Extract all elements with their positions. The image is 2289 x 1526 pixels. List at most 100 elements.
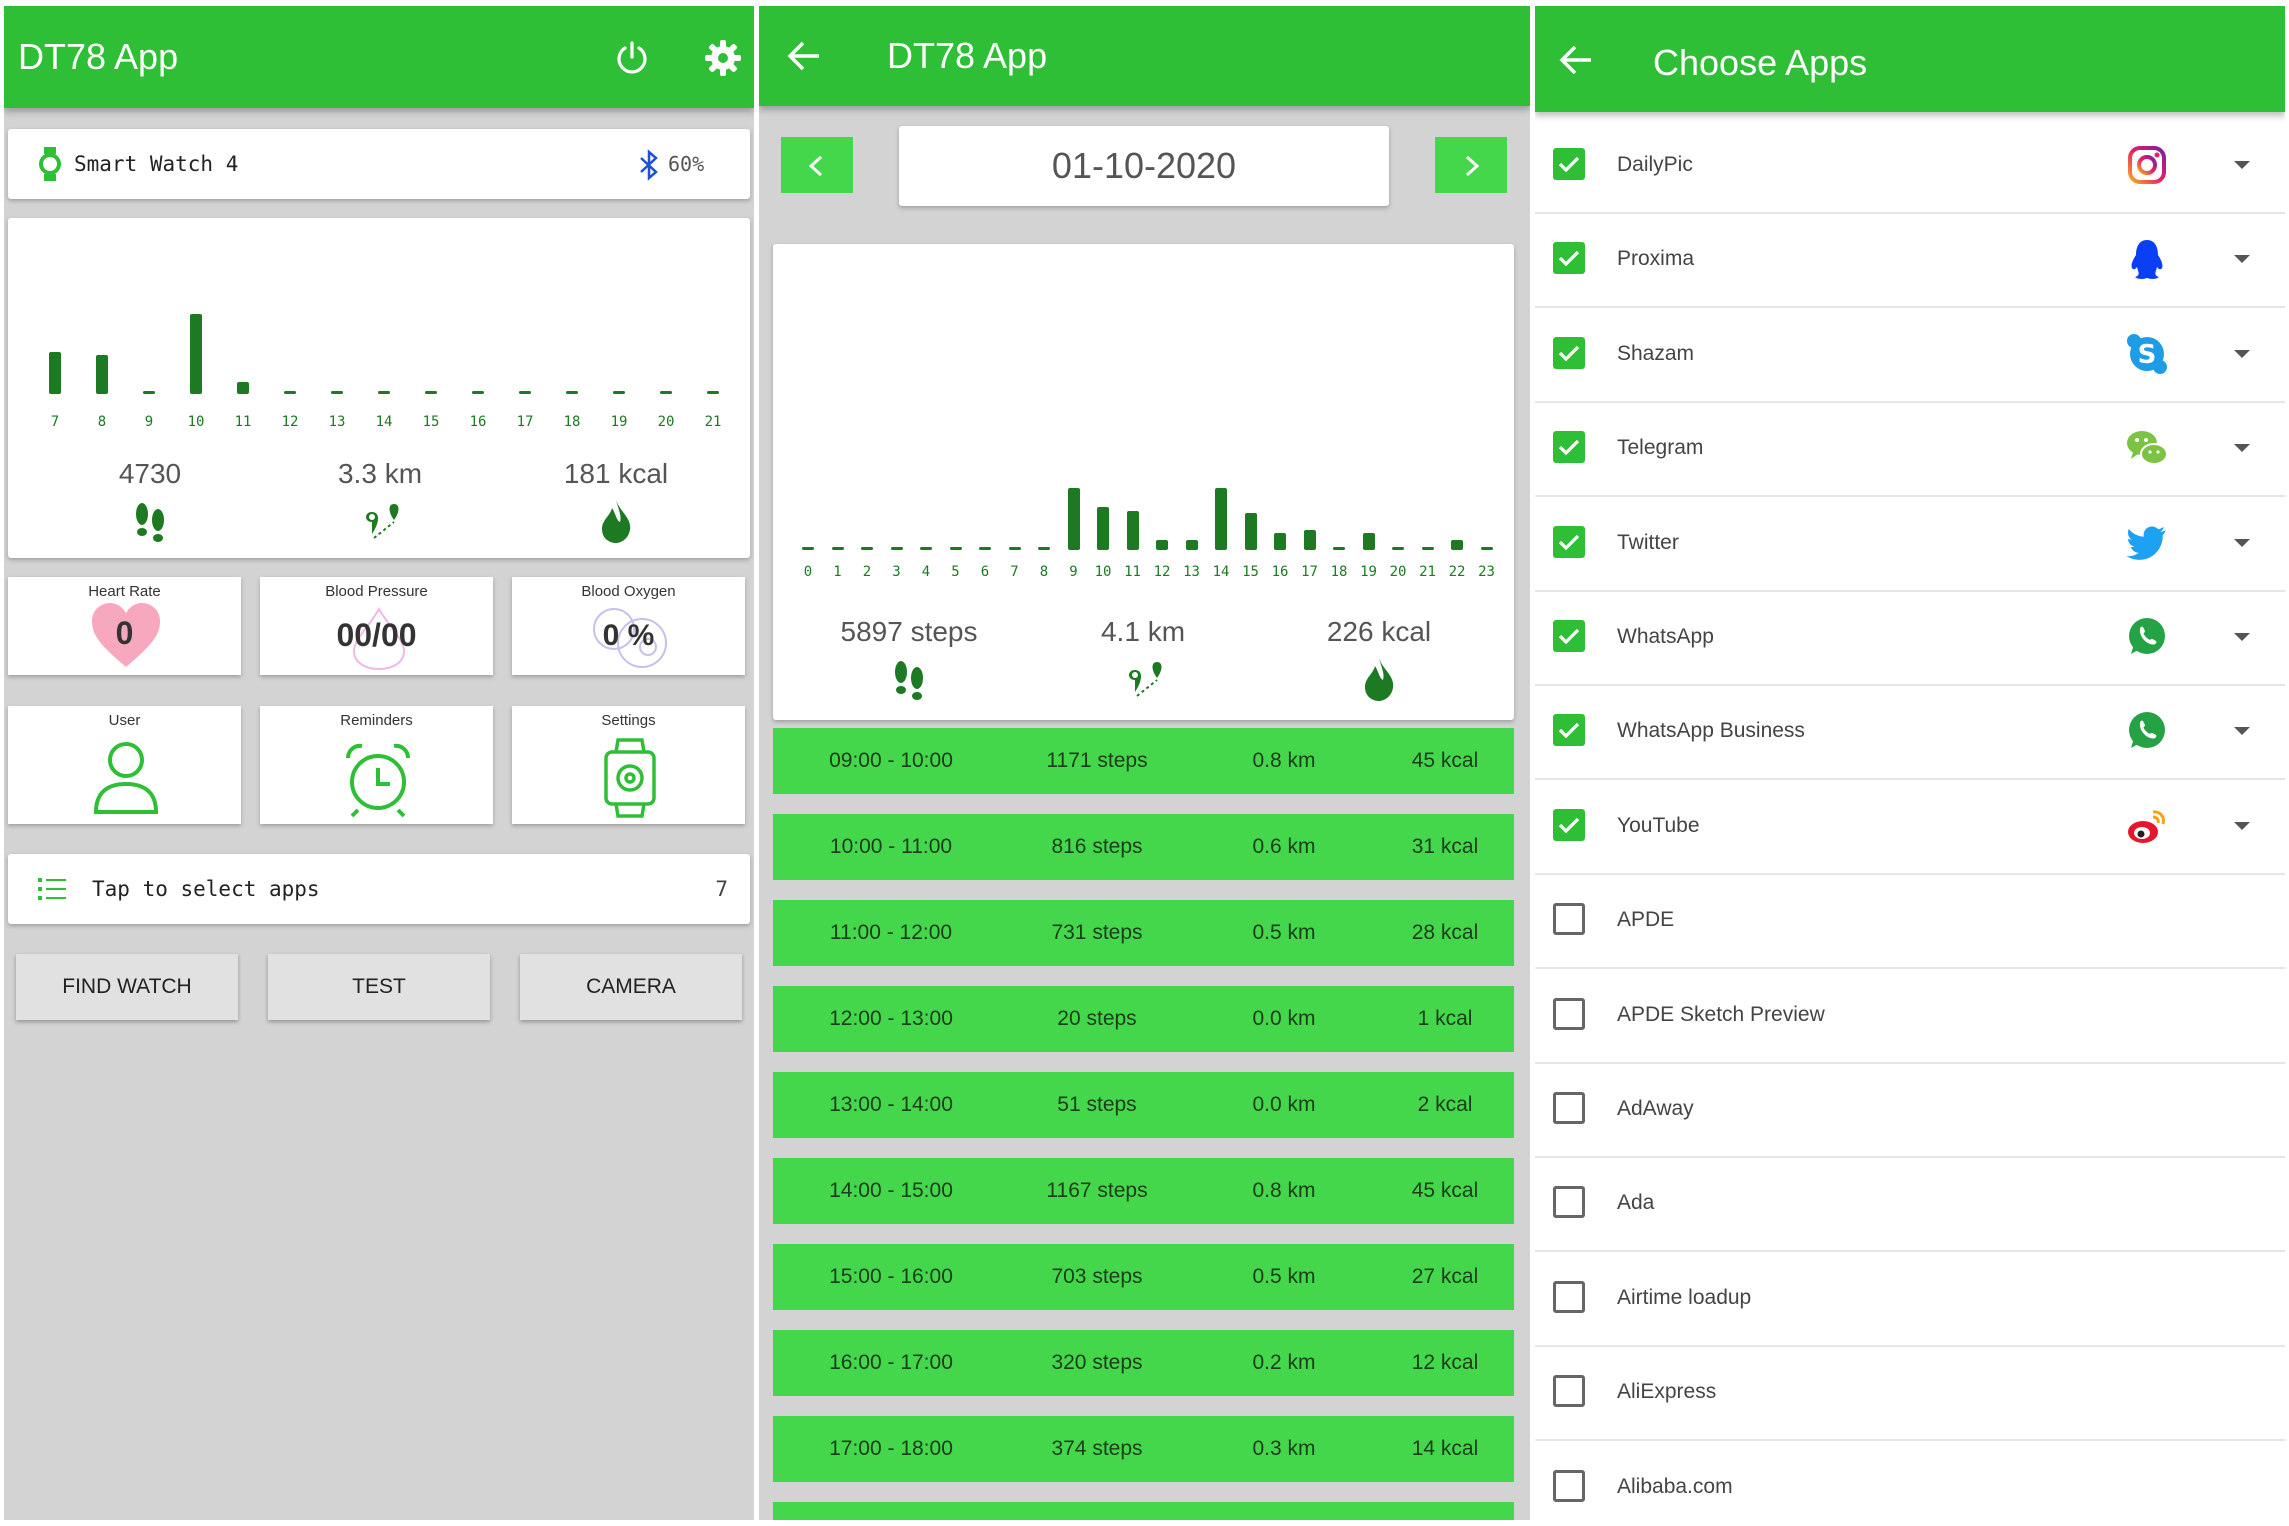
app-row[interactable]: APDE Sketch Preview	[1535, 968, 2285, 1064]
settings-tile[interactable]: Settings	[512, 706, 745, 824]
back-arrow-icon[interactable]	[787, 40, 821, 72]
dropdown-arrow-icon[interactable]	[2232, 347, 2252, 365]
hour-row[interactable]: 12:00 - 13:00 20 steps 0.0 km 1 kcal	[773, 986, 1514, 1052]
chart-bar	[519, 391, 531, 394]
hour-distance: 0.6 km	[1252, 835, 1316, 858]
app-row[interactable]: AliExpress	[1535, 1345, 2285, 1442]
dropdown-arrow-icon[interactable]	[2232, 158, 2252, 176]
heart-rate-tile[interactable]: Heart Rate 0	[8, 577, 241, 675]
checkbox-checked[interactable]	[1553, 431, 1585, 464]
hour-distance: 0.3 km	[1252, 1437, 1316, 1460]
next-day-button[interactable]	[1435, 137, 1507, 193]
tile-label: Reminders	[340, 712, 413, 729]
footsteps-icon	[895, 661, 923, 700]
checkbox-checked[interactable]	[1553, 525, 1585, 558]
chart-bar	[1421, 547, 1434, 550]
dropdown-arrow-icon[interactable]	[2232, 724, 2252, 742]
hour-steps: 1171 steps	[1046, 749, 1148, 772]
dropdown-arrow-icon[interactable]	[2232, 630, 2252, 648]
hourly-steps-chart: 7 8 9 10 11 12 13 14 15 16 17 18 19 20 21	[8, 218, 750, 448]
chart-bar	[920, 547, 932, 550]
x-tick-label: 9	[144, 414, 154, 430]
app-row[interactable]: Telegram	[1535, 401, 2285, 498]
hour-row[interactable]: 16:00 - 17:00 320 steps 0.2 km 12 kcal	[773, 1330, 1514, 1396]
hour-distance: 0.2 km	[1252, 1351, 1316, 1374]
checkbox-unchecked[interactable]	[1553, 1469, 1585, 1502]
app-row[interactable]: APDE	[1535, 873, 2285, 970]
chevron-right-icon	[1465, 155, 1480, 177]
app-row[interactable]: WhatsApp	[1535, 590, 2285, 686]
blood-pressure-value: 00/00	[336, 617, 417, 653]
select-apps-label: Tap to select apps	[92, 877, 320, 901]
checkbox-unchecked[interactable]	[1553, 1092, 1585, 1124]
hour-row[interactable]: 15:00 - 16:00 703 steps 0.5 km 27 kcal	[773, 1244, 1514, 1310]
checkbox-unchecked[interactable]	[1553, 997, 1585, 1030]
find-watch-button[interactable]: FIND WATCH	[16, 954, 238, 1020]
app-row[interactable]: AdAway	[1535, 1062, 2285, 1158]
blood-oxygen-tile[interactable]: Blood Oxygen 0 %	[512, 577, 745, 675]
chart-bar	[1244, 512, 1257, 550]
app-row[interactable]: Airtime loadup	[1535, 1251, 2285, 1347]
hour-range: 15:00 - 16:00	[829, 1265, 953, 1288]
app-row[interactable]: Twitter	[1535, 496, 2285, 592]
test-button[interactable]: TEST	[268, 954, 490, 1020]
steps-total: 5897 steps	[840, 616, 978, 647]
app-row[interactable]: DailyPic	[1535, 118, 2285, 214]
hour-range: 16:00 - 17:00	[829, 1351, 953, 1374]
hour-distance: 0.5 km	[1252, 921, 1316, 944]
dropdown-arrow-icon[interactable]	[2232, 536, 2252, 554]
checkbox-checked[interactable]	[1553, 620, 1585, 652]
checkbox-unchecked[interactable]	[1553, 1186, 1585, 1219]
checkbox-checked[interactable]	[1553, 336, 1585, 369]
chart-bar	[1097, 506, 1109, 550]
x-tick-label: 21	[704, 414, 722, 430]
power-icon[interactable]	[614, 40, 650, 76]
dropdown-arrow-icon[interactable]	[2232, 252, 2252, 270]
daily-detail-screen: DT78 App 01-10-2020 0 1 2 3 4 5 6 7 8 9 10 11 12 13 14…	[759, 6, 1530, 1520]
dropdown-arrow-icon[interactable]	[2232, 441, 2252, 459]
chart-bar	[1480, 547, 1493, 550]
hour-row[interactable]: 10:00 - 11:00 816 steps 0.6 km 31 kcal	[773, 814, 1514, 880]
hour-row[interactable]: 14:00 - 15:00 1167 steps 0.8 km 45 kcal	[773, 1158, 1514, 1224]
hour-row[interactable]: 17:00 - 18:00 374 steps 0.3 km 14 kcal	[773, 1416, 1514, 1482]
date-display[interactable]: 01-10-2020	[899, 126, 1389, 206]
app-row[interactable]: Proxima	[1535, 212, 2285, 309]
chart-bar	[1156, 540, 1168, 550]
checkbox-unchecked[interactable]	[1553, 903, 1585, 936]
skype-icon: S	[2125, 332, 2169, 376]
reminders-tile[interactable]: Reminders	[260, 706, 493, 824]
app-row[interactable]: Shazam S	[1535, 307, 2285, 403]
checkbox-unchecked[interactable]	[1553, 1280, 1585, 1313]
checkbox-checked[interactable]	[1553, 714, 1585, 747]
route-pin-icon	[366, 504, 399, 539]
chart-bar	[472, 391, 484, 394]
select-apps-row[interactable]: Tap to select apps 7	[8, 854, 750, 924]
hour-row[interactable]: 11:00 - 12:00 731 steps 0.5 km 28 kcal	[773, 900, 1514, 966]
app-row[interactable]: Alibaba.com	[1535, 1440, 2285, 1520]
hour-row[interactable]: 13:00 - 14:00 51 steps 0.0 km 2 kcal	[773, 1072, 1514, 1138]
checkbox-checked[interactable]	[1553, 808, 1585, 841]
checkbox-checked[interactable]	[1553, 148, 1585, 180]
device-card[interactable]: Smart Watch 4 60%	[8, 129, 750, 199]
previous-day-button[interactable]	[781, 137, 853, 193]
user-tile[interactable]: User	[8, 706, 241, 824]
gear-icon[interactable]	[704, 39, 742, 77]
blood-pressure-tile[interactable]: Blood Pressure 00/00	[260, 577, 493, 675]
app-row[interactable]: Ada	[1535, 1156, 2285, 1253]
checkbox-unchecked[interactable]	[1553, 1375, 1585, 1408]
app-name: Twitter	[1617, 530, 1679, 554]
dropdown-arrow-icon[interactable]	[2232, 819, 2252, 837]
app-row[interactable]: WhatsApp Business	[1535, 684, 2285, 781]
back-arrow-icon[interactable]	[1559, 44, 1593, 76]
checkbox-checked[interactable]	[1553, 242, 1585, 275]
page-title: Choose Apps	[1653, 42, 1868, 83]
whatsapp-icon	[2125, 709, 2169, 753]
chart-bar	[1274, 533, 1286, 550]
tile-label: Blood Oxygen	[581, 583, 676, 600]
app-row[interactable]: YouTube	[1535, 779, 2285, 875]
chart-bar	[1303, 530, 1316, 550]
camera-button[interactable]: CAMERA	[520, 954, 742, 1020]
tile-label: Heart Rate	[88, 583, 161, 600]
hour-row[interactable]: 09:00 - 10:00 1171 steps 0.8 km 45 kcal	[773, 728, 1514, 794]
route-pin-icon	[1129, 662, 1162, 697]
